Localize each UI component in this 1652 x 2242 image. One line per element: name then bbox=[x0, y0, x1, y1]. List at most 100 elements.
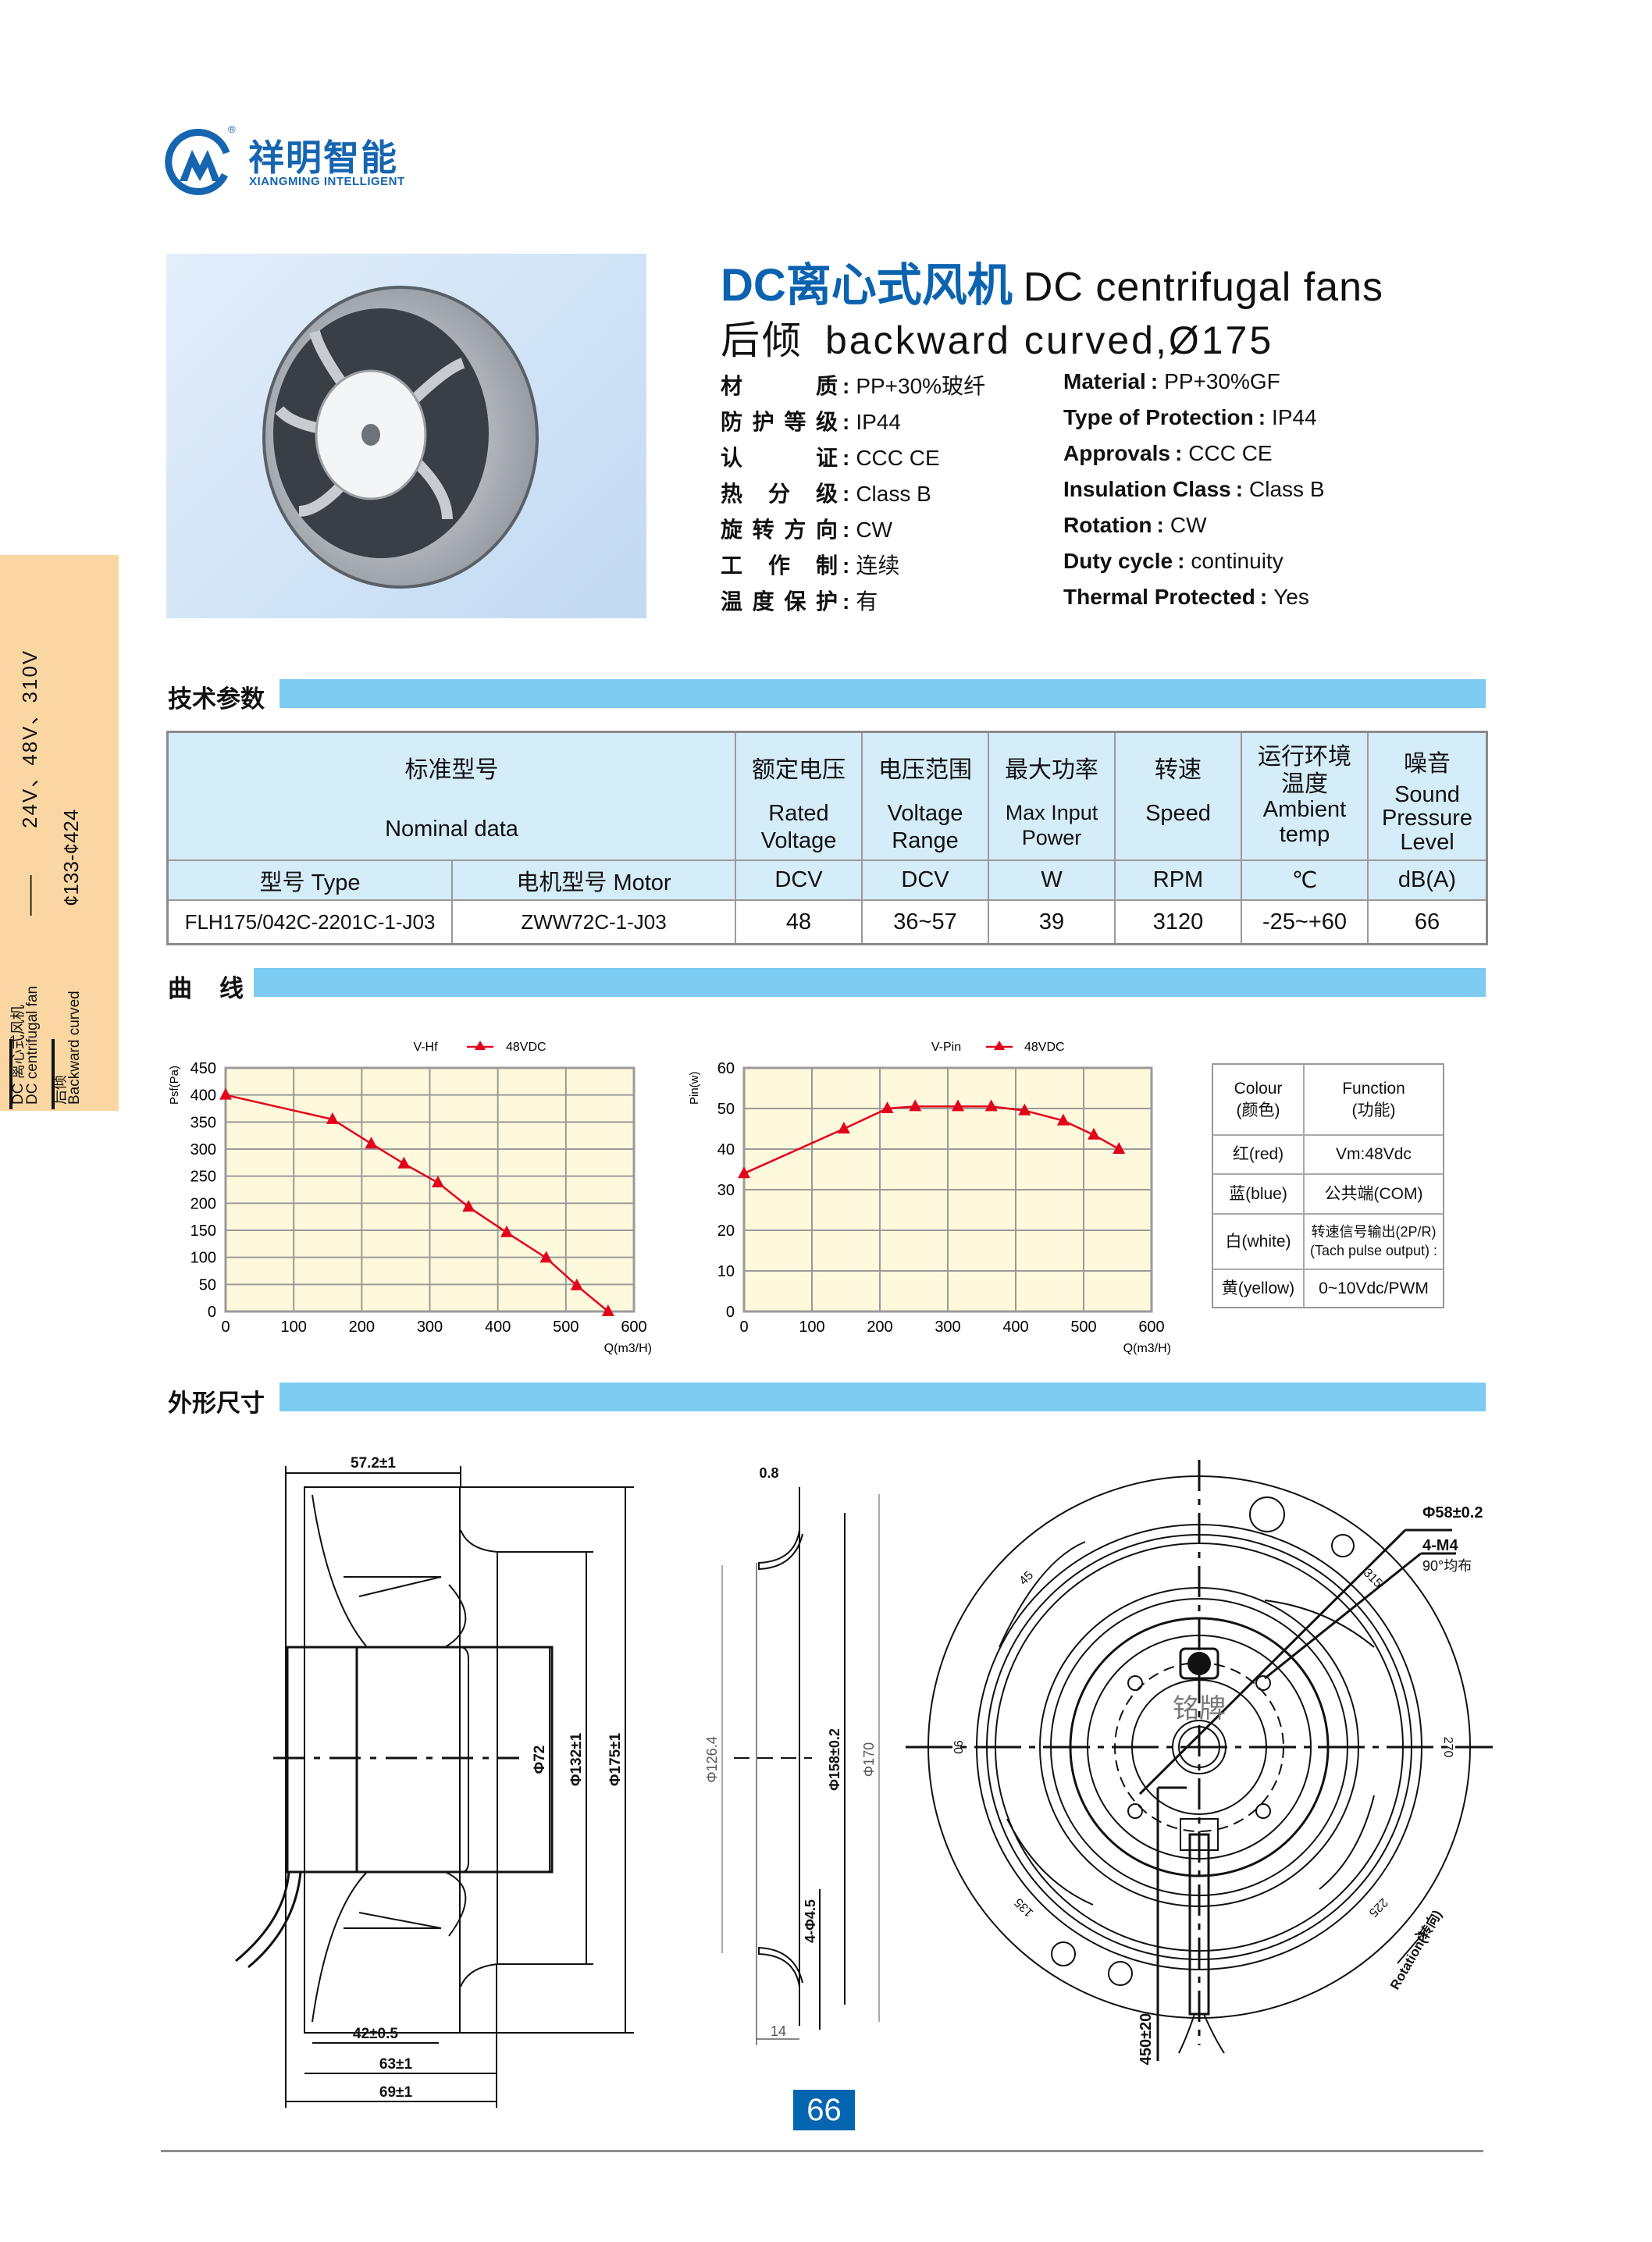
data-point-marker bbox=[837, 1122, 850, 1133]
dim-dia-175: Φ175±1 bbox=[607, 1732, 624, 1786]
chart-title: V-Hf bbox=[413, 1041, 438, 1054]
table-header-nominal: 标准型号 Nominal data bbox=[169, 733, 736, 861]
y-tick-label: 0 bbox=[208, 1304, 216, 1321]
x-tick-label: 300 bbox=[935, 1319, 960, 1336]
dim-holes: 4-Φ4.5 bbox=[803, 1899, 818, 1943]
table-unit: DCV bbox=[863, 861, 989, 901]
inlet-ring-labels: 0.8 Φ126.4 Φ158±0.2 Φ170 4-Φ4.5 14 bbox=[704, 1465, 877, 2039]
data-point-marker bbox=[952, 1099, 965, 1112]
y-tick-label: 60 bbox=[717, 1060, 735, 1077]
y-tick-label: 20 bbox=[717, 1222, 735, 1240]
dim-dia-132: Φ132±1 bbox=[568, 1732, 585, 1786]
y-tick-label: 0 bbox=[726, 1304, 735, 1321]
dim-width-57: 57.2±1 bbox=[351, 1455, 396, 1472]
data-point-marker bbox=[500, 1225, 513, 1237]
title-cn: DC离心式风机 bbox=[721, 260, 1013, 311]
angle-225: 225 bbox=[1366, 1895, 1390, 1920]
spec-material-cn: 材质: PP+30%玻纤 bbox=[721, 374, 986, 398]
y-tick-label: 40 bbox=[717, 1141, 735, 1158]
y-tick-label: 200 bbox=[190, 1195, 216, 1212]
section-title-curves: 曲 线 bbox=[168, 975, 245, 1002]
section-bar bbox=[254, 968, 1486, 997]
wire-function-white: 转速信号输出(2P/R) (Tach pulse output) : bbox=[1305, 1215, 1443, 1270]
data-point-marker bbox=[365, 1137, 378, 1149]
nameplate-label: 铭牌 bbox=[1173, 1694, 1226, 1724]
subtitle-cn: 后倾 bbox=[721, 319, 803, 362]
data-point-marker bbox=[909, 1099, 922, 1112]
table-unit: RPM bbox=[1116, 861, 1242, 901]
table-header-voltage-range: 电压范围 Voltage Range bbox=[863, 733, 989, 861]
wire-colour-red: 红(red) bbox=[1213, 1136, 1305, 1175]
angle-135: 135 bbox=[1012, 1895, 1036, 1920]
angle-45: 45 bbox=[1017, 1568, 1037, 1588]
y-axis-label: Psf(Pa) bbox=[168, 1066, 181, 1105]
logo-mark-icon bbox=[165, 129, 230, 195]
y-tick-label: 100 bbox=[190, 1250, 216, 1267]
page-subtitle: 后倾 backward curved,Ø175 bbox=[721, 309, 1273, 365]
logo-name-cn: 祥明智能 bbox=[248, 137, 398, 178]
chart-power-flow: V-Pin 48VDC Pin(w) Q(m3/H) 0 100 200 300 400… bbox=[688, 1041, 1171, 1355]
x-tick-label: 200 bbox=[867, 1319, 892, 1336]
dim-dia-170: Φ170 bbox=[861, 1742, 877, 1777]
spec-rotation-cn: 旋转方向: CW bbox=[721, 518, 892, 542]
subtitle-en: backward curved,Ø175 bbox=[825, 319, 1274, 362]
y-tick-label: 400 bbox=[190, 1087, 216, 1105]
y-tick-label: 10 bbox=[717, 1263, 735, 1280]
x-tick-label: 600 bbox=[1138, 1319, 1164, 1336]
wire-function-red: Vm:48Vdc bbox=[1305, 1136, 1443, 1175]
table-unit: DCV bbox=[736, 861, 863, 901]
data-point-marker bbox=[397, 1156, 411, 1169]
spec-approvals-en: Approvals: CCC CE bbox=[1063, 441, 1273, 465]
section-bar bbox=[279, 1383, 1486, 1411]
table-header-sound: 噪音 Sound Pressure Level bbox=[1369, 733, 1486, 861]
cell-speed: 3120 bbox=[1116, 901, 1242, 943]
spec-protection-cn: 防护等级: IP44 bbox=[721, 410, 901, 434]
x-axis-label: Q(m3/H) bbox=[604, 1342, 652, 1355]
data-point-marker bbox=[219, 1087, 232, 1100]
dim-69: 69±1 bbox=[379, 2084, 413, 2101]
legend-marker-icon bbox=[994, 1041, 1005, 1050]
wire-colour-yellow: 黄(yellow) bbox=[1213, 1270, 1305, 1307]
legend-label: 48VDC bbox=[1024, 1041, 1065, 1054]
section-title-tech: 技术参数 bbox=[168, 685, 265, 713]
cell-type: FLH175/042C-2201C-1-J03 bbox=[169, 901, 453, 943]
data-point-marker bbox=[1113, 1142, 1126, 1154]
y-tick-label: 250 bbox=[190, 1169, 216, 1186]
cell-voltage-range: 36~57 bbox=[863, 901, 989, 943]
data-point-marker bbox=[1088, 1127, 1101, 1140]
spec-thermal-en: Thermal Protected: Yes bbox=[1063, 585, 1309, 609]
fan-image-icon bbox=[262, 286, 539, 589]
wire-colour-blue: 蓝(blue) bbox=[1213, 1175, 1305, 1215]
dim-screws: 4-M4 bbox=[1422, 1537, 1458, 1554]
spec-thermal-cn: 温度保护: 有 bbox=[721, 589, 878, 614]
wire-function-yellow: 0~10Vdc/PWM bbox=[1319, 1279, 1429, 1297]
x-tick-label: 400 bbox=[485, 1319, 511, 1336]
table-header-rated-voltage: 额定电压 Rated Voltage bbox=[736, 733, 863, 861]
spec-insulation-cn: 热分级: Class B bbox=[721, 482, 931, 506]
dim-63: 63±1 bbox=[379, 2056, 413, 2073]
angle-90: 90 bbox=[951, 1740, 964, 1754]
data-point-marker bbox=[462, 1200, 475, 1212]
side-view-drawing bbox=[235, 1466, 634, 2108]
table-header-ambient: 运行环境温度 Ambient temp bbox=[1242, 733, 1369, 861]
inlet-ring-profile-drawing bbox=[721, 1487, 880, 2045]
section-bar bbox=[279, 679, 1486, 708]
product-photo bbox=[166, 254, 646, 618]
chart-title: V-Pin bbox=[931, 1041, 961, 1054]
table-header-speed: 转速 Speed bbox=[1116, 733, 1242, 861]
registered-mark: ® bbox=[228, 123, 236, 135]
data-point-marker bbox=[881, 1101, 894, 1113]
x-tick-label: 100 bbox=[280, 1319, 306, 1336]
spec-duty-cn: 工作制: 连续 bbox=[721, 553, 900, 578]
y-axis-label: Pin(w) bbox=[688, 1071, 701, 1105]
table-subheader-type: 型号 Type bbox=[169, 861, 453, 901]
x-tick-label: 200 bbox=[349, 1319, 375, 1336]
wiring-table: Colour (颜色) Function (功能) 红(red) Vm:48Vdc … bbox=[1212, 1063, 1444, 1308]
y-tick-label: 50 bbox=[199, 1276, 216, 1294]
y-tick-label: 450 bbox=[190, 1060, 216, 1077]
data-point-marker bbox=[539, 1251, 553, 1263]
x-tick-label: 0 bbox=[221, 1319, 230, 1336]
data-point-marker bbox=[984, 1099, 998, 1112]
front-view-drawing bbox=[906, 1460, 1493, 2061]
cell-max-power: 39 bbox=[989, 901, 1116, 943]
